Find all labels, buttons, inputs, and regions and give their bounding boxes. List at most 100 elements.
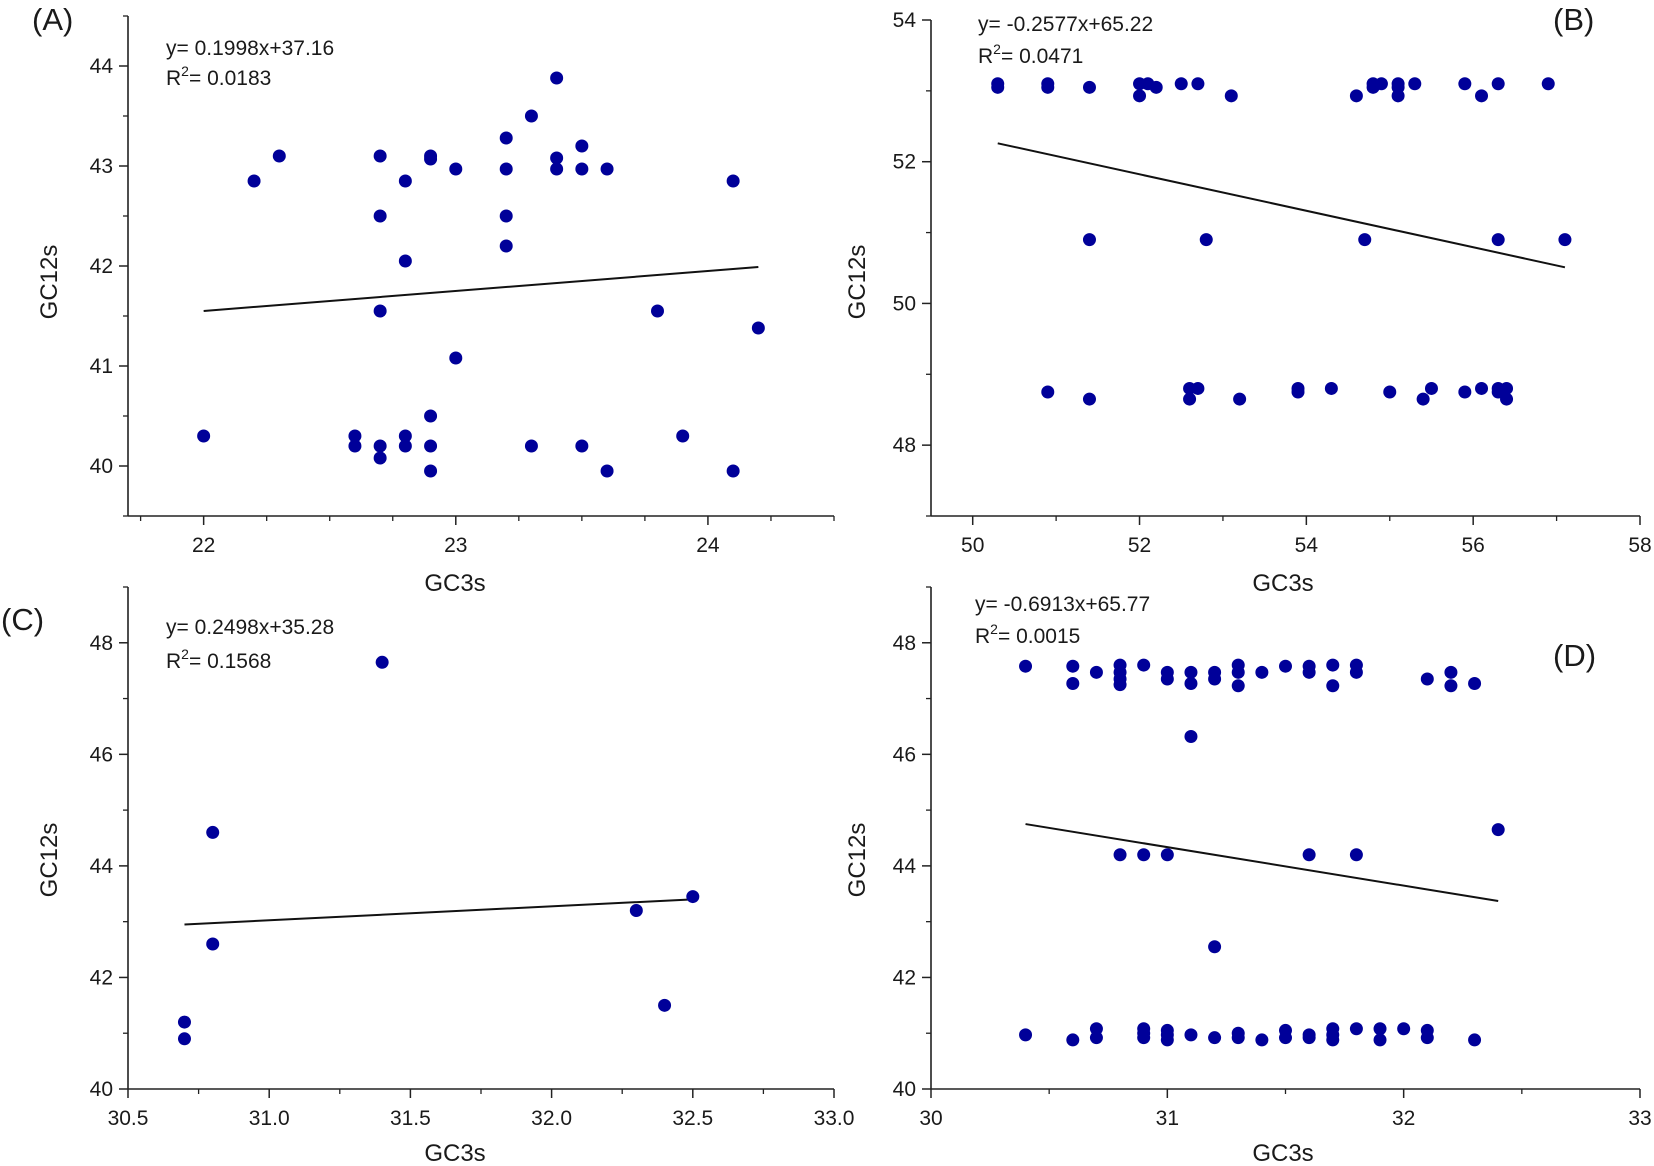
scatter-point	[373, 149, 387, 163]
scatter-point	[206, 937, 220, 951]
scatter-point	[629, 904, 643, 918]
scatter-point	[499, 209, 513, 223]
x-tick-label: 50	[961, 534, 984, 557]
scatter-point	[1491, 233, 1505, 247]
scatter-point	[1137, 848, 1151, 862]
scatter-point	[499, 131, 513, 145]
scatter-point	[272, 149, 286, 163]
scatter-point	[1255, 665, 1269, 679]
scatter-point	[206, 825, 220, 839]
r2-label: R	[166, 650, 181, 673]
y-tick-label: 40	[90, 1078, 113, 1101]
scatter-point	[424, 152, 438, 166]
scatter-point	[1500, 392, 1514, 406]
scatter-point	[1066, 659, 1080, 673]
scatter-point	[1326, 658, 1340, 672]
scatter-point	[1302, 1031, 1316, 1045]
scatter-point	[1420, 672, 1434, 686]
y-tick-label: 48	[893, 632, 916, 655]
scatter-point	[1397, 1022, 1411, 1036]
scatter-point	[1291, 385, 1305, 399]
panel-a-equation: y= 0.1998x+37.16	[166, 37, 334, 60]
scatter-point	[1468, 1033, 1482, 1047]
regression-line	[184, 898, 693, 926]
panel-c: (C) y= 0.2498x+35.28 R2= 0.1568 GC3s GC1…	[1, 586, 854, 1166]
panel-b-r-squared: R2= 0.0471	[978, 41, 1083, 68]
scatter-point	[575, 439, 589, 453]
scatter-point	[1174, 77, 1188, 91]
scatter-point	[1326, 1033, 1340, 1047]
scatter-point	[449, 351, 463, 365]
scatter-point	[550, 151, 564, 165]
scatter-point	[1133, 89, 1147, 103]
scatter-point	[373, 439, 387, 453]
scatter-point	[1066, 676, 1080, 690]
x-tick-label: 52	[1128, 534, 1151, 557]
scatter-point	[1019, 659, 1033, 673]
x-tick-label: 32.0	[531, 1107, 572, 1130]
y-tick-label: 48	[90, 632, 113, 655]
x-tick-label: 23	[444, 534, 467, 557]
x-tick-label: 54	[1295, 534, 1319, 557]
scatter-point	[575, 162, 589, 176]
y-tick-label: 42	[893, 966, 916, 989]
x-tick-label: 32.5	[672, 1107, 713, 1130]
scatter-point	[1089, 665, 1103, 679]
scatter-point	[1137, 658, 1151, 672]
scatter-point	[1184, 665, 1198, 679]
scatter-point	[1458, 77, 1472, 91]
scatter-point	[177, 1032, 191, 1046]
y-tick-label: 43	[90, 155, 113, 178]
scatter-point	[1208, 672, 1222, 686]
y-tick-label: 50	[893, 292, 916, 315]
x-tick-label: 30	[919, 1107, 942, 1130]
y-tick-label: 52	[893, 151, 916, 174]
scatter-point	[600, 162, 614, 176]
x-tick-label: 24	[696, 534, 720, 557]
x-tick-label: 31	[1156, 1107, 1179, 1130]
panel-a-plot-area: 22 23 24 40 41 42 43 44	[90, 15, 835, 557]
panel-d: (D) y= -0.6913x+65.77 R2= 0.0015 GC3s GC…	[844, 586, 1652, 1166]
regression-line	[1025, 823, 1499, 903]
x-tick-label: 58	[1628, 534, 1651, 557]
scatter-point	[1374, 77, 1388, 91]
scatter-point	[1391, 89, 1405, 103]
scatter-point	[1541, 77, 1555, 91]
r2-superscript: 2	[990, 621, 998, 637]
y-tick-label: 44	[90, 55, 114, 78]
r2-superscript: 2	[993, 41, 1001, 57]
scatter-point	[600, 464, 614, 478]
scatter-point	[1416, 392, 1430, 406]
r2-superscript: 2	[181, 63, 189, 79]
panel-d-y-axis-title: GC12s	[844, 823, 871, 898]
y-tick-label: 46	[90, 743, 113, 766]
scatter-point	[1279, 659, 1292, 673]
regression-line	[997, 142, 1566, 269]
y-tick-label: 41	[90, 355, 113, 378]
scatter-point	[499, 239, 513, 253]
scatter-point	[726, 464, 740, 478]
regression-line	[203, 266, 759, 312]
scatter-point	[1349, 665, 1363, 679]
scatter-point	[1349, 1022, 1363, 1036]
scatter-point	[524, 109, 538, 123]
scatter-point	[686, 890, 700, 904]
scatter-point	[1231, 1031, 1245, 1045]
x-tick-label: 56	[1461, 534, 1484, 557]
y-tick-label: 54	[893, 9, 917, 32]
scatter-point	[1066, 1033, 1080, 1047]
panel-b-plot-area: 50 52 54 56 58 48 50 52 54	[893, 9, 1652, 557]
scatter-point	[1089, 1031, 1103, 1045]
scatter-point	[1255, 1033, 1269, 1047]
scatter-point	[1089, 1022, 1103, 1036]
r2-value: = 0.0015	[998, 625, 1080, 648]
scatter-point	[1468, 676, 1482, 690]
panel-a-r-squared: R2= 0.0183	[166, 63, 271, 90]
scatter-point	[424, 409, 438, 423]
scatter-point	[375, 655, 389, 669]
scatter-point	[373, 304, 387, 318]
scatter-point	[398, 429, 412, 443]
r2-label: R	[978, 45, 993, 68]
y-tick-label: 40	[893, 1078, 916, 1101]
